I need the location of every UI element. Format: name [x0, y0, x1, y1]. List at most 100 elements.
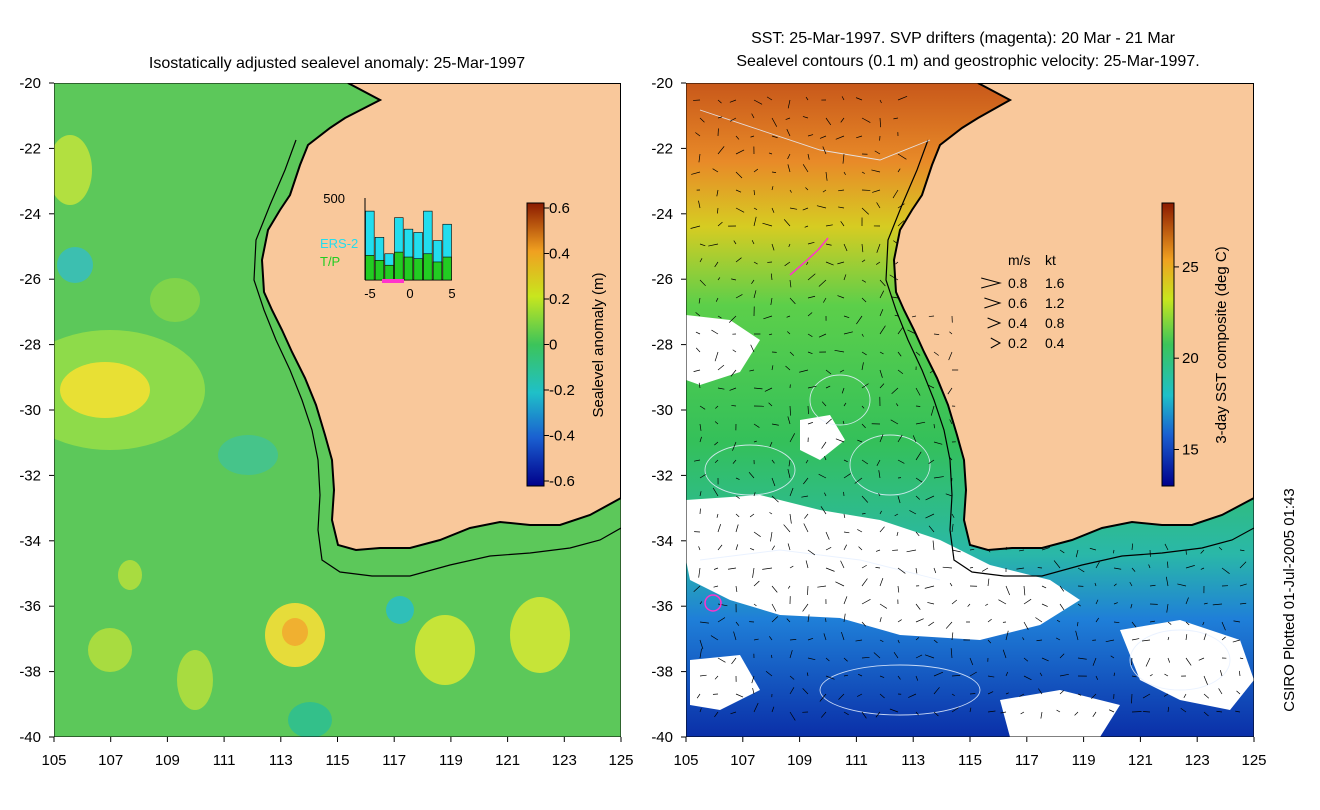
velocity-arrow	[1167, 561, 1169, 569]
velocity-arrow	[897, 351, 902, 357]
velocity-arrow	[915, 495, 921, 500]
velocity-arrow	[1038, 688, 1043, 695]
velocity-arrow	[1183, 693, 1187, 698]
velocity-arrow	[771, 459, 775, 464]
velocity-legend: m/s kt 0.8 1.6 0.6 1.2 0.4 0.8 0.2 0.4	[981, 252, 1065, 351]
velocity-arrow	[712, 168, 719, 173]
velocity-arrow	[695, 312, 701, 317]
velocity-arrow	[889, 708, 899, 713]
velocity-arrow	[699, 491, 702, 497]
velocity-arrow	[825, 567, 835, 572]
velocity-arrow	[843, 531, 850, 534]
velocity-arrow	[807, 637, 814, 641]
velocity-arrow	[879, 603, 888, 609]
velocity-arrow	[915, 477, 923, 483]
velocity-arrow	[1177, 583, 1187, 587]
velocity-arrow	[717, 315, 722, 319]
velocity-arrow	[1131, 621, 1137, 628]
velocity-arrow	[933, 423, 935, 429]
velocity-arrow	[730, 369, 737, 377]
velocity-arrow	[843, 274, 847, 281]
velocity-arrow	[789, 433, 796, 443]
velocity-arrow	[789, 405, 791, 416]
velocity-arrow	[820, 506, 827, 515]
velocity-arrow	[837, 295, 845, 299]
velocity-arrow	[873, 652, 881, 659]
velocity-arrow	[789, 189, 792, 193]
velocity-arrow	[855, 639, 863, 642]
velocity-arrow	[876, 243, 881, 253]
velocity-arrow	[1092, 711, 1097, 717]
velocity-arrow	[947, 387, 953, 395]
longitude-tick-label: 109	[155, 752, 180, 769]
velocity-arrow	[879, 639, 884, 643]
velocity-arrow	[930, 405, 935, 416]
velocity-arrow	[1005, 692, 1009, 695]
velocity-arrow	[861, 279, 867, 283]
velocity-arrow	[1005, 546, 1008, 551]
latitude-tick-label: -24	[651, 206, 673, 223]
velocity-arrow	[861, 564, 867, 569]
velocity-arrow	[894, 314, 899, 317]
velocity-arrow	[1167, 636, 1170, 641]
velocity-arrow	[807, 614, 810, 623]
velocity-arrow	[1235, 710, 1241, 713]
velocity-arrow	[789, 279, 792, 288]
velocity-arrow	[1089, 547, 1097, 551]
velocity-arrow	[835, 581, 845, 587]
velocity-arrow	[1035, 617, 1043, 623]
velocity-arrow	[787, 585, 791, 589]
velocity-arrow	[785, 365, 791, 371]
velocity-arrow	[716, 189, 719, 197]
velocity-arrow	[951, 707, 959, 713]
velocity-arrow	[803, 523, 809, 533]
velocity-arrow	[843, 315, 850, 319]
velocity-arrow	[732, 349, 737, 353]
right-panel-title-line2: Sealevel contours (0.1 m) and geostrophi…	[736, 53, 1199, 70]
velocity-arrow	[861, 259, 866, 263]
velocity-arrow	[1020, 711, 1025, 715]
velocity-arrow	[949, 419, 953, 425]
velocity-arrow	[1149, 620, 1155, 623]
velocity-arrow	[1075, 549, 1079, 558]
longitude-tick-label: 113	[269, 752, 293, 769]
latitude-tick-label: -28	[651, 337, 673, 354]
velocity-arrow	[897, 619, 902, 623]
velocity-arrow	[717, 387, 725, 390]
velocity-arrow	[751, 113, 755, 119]
velocity-arrow	[1040, 711, 1043, 719]
velocity-arrow	[879, 279, 886, 287]
velocity-arrow	[1239, 549, 1245, 552]
latitude-tick-label: -20	[19, 75, 41, 92]
velocity-arrow	[1095, 617, 1100, 623]
velocity-arrow	[1077, 603, 1081, 607]
velocity-arrow	[1023, 585, 1026, 596]
velocity-arrow	[714, 711, 719, 718]
velocity-arrow	[895, 261, 899, 265]
velocity-arrow	[998, 599, 1007, 605]
velocity-arrow	[771, 423, 779, 426]
velocity-arrow	[896, 531, 899, 537]
latitude-tick-label: -24	[19, 206, 41, 223]
velocity-arrow	[751, 279, 755, 285]
velocity-arrow	[693, 585, 701, 592]
velocity-arrow	[753, 207, 758, 211]
velocity-legend-arrow	[987, 317, 1002, 329]
csiro-credit: CSIRO Plotted 01-Jul-2005 01:43	[1281, 488, 1298, 711]
velocity-arrow	[695, 132, 701, 137]
velocity-arrow	[753, 423, 760, 428]
velocity-arrow	[875, 549, 881, 552]
inset-y-label: 500	[323, 191, 345, 206]
longitude-tick-label: 119	[439, 752, 463, 769]
velocity-arrow	[855, 97, 863, 101]
velocity-arrow	[861, 459, 869, 465]
velocity-arrow	[735, 257, 742, 263]
velocity-arrow	[925, 513, 935, 519]
velocity-arrow	[861, 333, 864, 337]
velocity-arrow	[1149, 584, 1156, 587]
velocity-arrow	[807, 153, 810, 160]
velocity-arrow	[824, 492, 827, 497]
sealevel-colorbar-ticks: 0.6 0.4 0.2 0 -0.2 -0.4 -0.6	[544, 200, 575, 490]
velocity-legend-ms-header: m/s	[1008, 252, 1031, 268]
velocity-arrow	[1232, 639, 1241, 643]
